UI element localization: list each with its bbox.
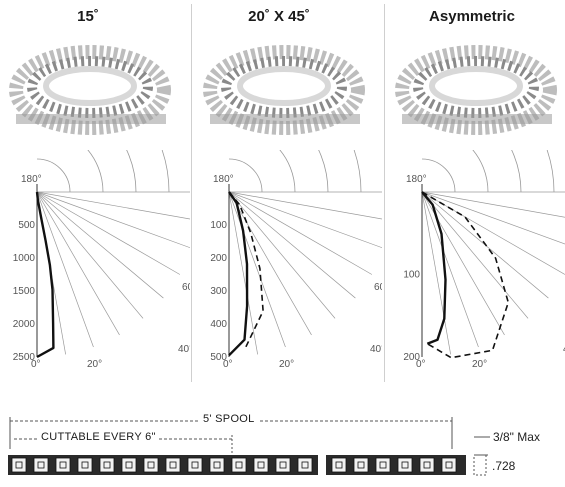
polar-grid: [36, 150, 190, 357]
radial-intensity-label: 1000: [13, 253, 36, 264]
height-dimension-label: .728: [492, 459, 516, 473]
radial-intensity-label: 500: [210, 352, 227, 363]
radial-intensity-label: 400: [210, 319, 227, 330]
radial-intensity-label: 2500: [13, 352, 36, 363]
angle-label-180: 180°: [213, 174, 234, 185]
led-chip: [297, 457, 313, 473]
led-chip: [143, 457, 159, 473]
angle-label: 40°: [563, 344, 565, 355]
radial-intensity-label: 100: [403, 270, 420, 281]
bottom-angle-label: 0°: [223, 359, 233, 370]
column-divider-1: [191, 4, 192, 382]
candela-curve-solid: [228, 191, 249, 357]
column-title-15: 15˚: [77, 8, 99, 25]
angle-label: 60°: [374, 282, 382, 293]
candela-curve-solid: [35, 191, 55, 359]
led-chip: [187, 457, 203, 473]
led-chip: [77, 457, 93, 473]
led-chip: [99, 457, 115, 473]
column-title-asymmetric: Asymmetric: [429, 8, 515, 25]
column-divider-2: [384, 4, 385, 382]
led-chip: [33, 457, 49, 473]
radial-intensity-label: 200: [403, 352, 420, 363]
led-chip: [209, 457, 225, 473]
led-chip: [353, 457, 369, 473]
led-chip: [441, 457, 457, 473]
radial-intensity-label: 300: [210, 286, 227, 297]
led-chip: [55, 457, 71, 473]
led-chip: [231, 457, 247, 473]
led-coil-image-20x45: [203, 45, 365, 135]
led-coil-image-15: [9, 45, 171, 135]
bottom-angle-label: 0°: [416, 359, 426, 370]
radial-intensity-label: 200: [210, 253, 227, 264]
led-coil-image-asymmetric: [395, 45, 557, 135]
spool-diagram: 5' SPOOL CUTTABLE EVERY 6" 3/8" Max .728: [0, 405, 565, 485]
led-chip: [397, 457, 413, 473]
led-chip: [331, 457, 347, 473]
polar-grid: [421, 150, 565, 357]
led-strip-segments: [8, 455, 466, 475]
candela-curve-dashed: [228, 191, 264, 349]
led-chip: [275, 457, 291, 473]
led-chip: [253, 457, 269, 473]
angle-label: 40°: [370, 344, 382, 355]
angle-label: 60°: [182, 282, 190, 293]
led-chip: [11, 457, 27, 473]
bottom-angle-label: 20°: [279, 359, 294, 370]
led-chip: [165, 457, 181, 473]
radial-intensity-label: 500: [18, 220, 35, 231]
led-chip: [419, 457, 435, 473]
cuttable-label: CUTTABLE EVERY 6": [38, 431, 159, 443]
angle-label: 40°: [178, 344, 190, 355]
led-chip: [121, 457, 137, 473]
width-dimension-label: 3/8" Max: [493, 430, 540, 444]
polar-grid: [228, 150, 382, 357]
angle-label-180: 180°: [406, 174, 427, 185]
candela-curve-solid: [421, 191, 447, 345]
column-title-20x45: 20˚ X 45˚: [248, 8, 310, 25]
bottom-angle-label: 20°: [472, 359, 487, 370]
led-chip: [375, 457, 391, 473]
angle-label-180: 180°: [21, 174, 42, 185]
radial-intensity-label: 1500: [13, 286, 36, 297]
bottom-angle-label: 0°: [31, 359, 41, 370]
bottom-angle-label: 20°: [87, 359, 102, 370]
spool-length-label: 5' SPOOL: [200, 413, 258, 425]
radial-intensity-label: 100: [210, 220, 227, 231]
radial-intensity-label: 2000: [13, 319, 36, 330]
